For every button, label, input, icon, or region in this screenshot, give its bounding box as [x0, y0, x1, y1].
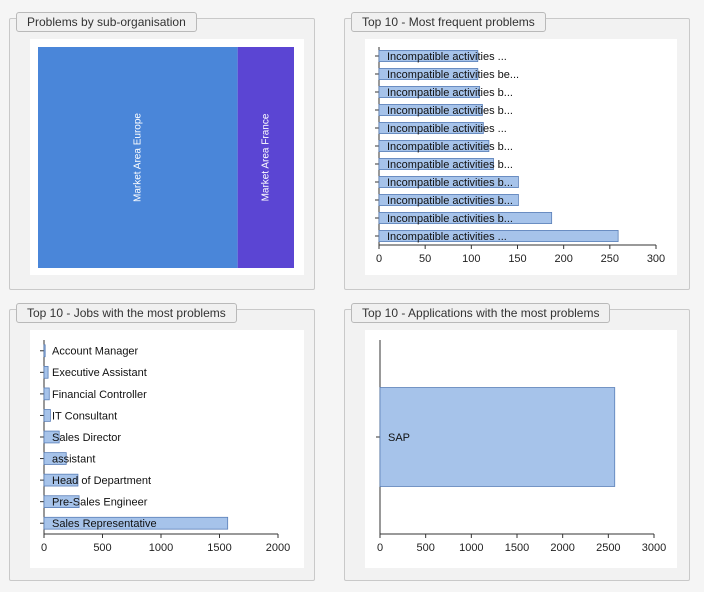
x-tick-label: 1000 [149, 542, 173, 554]
x-tick-label: 150 [508, 253, 526, 265]
bar [378, 158, 494, 170]
bar-label: Incompatible activities ... [387, 231, 507, 243]
bar [43, 430, 60, 444]
panel-title: Top 10 - Jobs with the most problems [16, 303, 237, 323]
bar-label: Incompatible activities be... [387, 69, 519, 81]
x-tick-label: 0 [41, 542, 47, 554]
bar-label: Incompatible activities ... [387, 123, 507, 135]
treemap-cell [237, 47, 294, 268]
bar [378, 86, 481, 98]
bar [378, 230, 619, 242]
x-tick-label: 500 [93, 542, 111, 554]
x-tick-label: 500 [416, 542, 434, 554]
x-tick-label: 250 [601, 253, 619, 265]
bar [43, 495, 80, 508]
bar-label: Financial Controller [52, 389, 147, 401]
treemap-chart: Market Area Europe Market Area France [38, 47, 294, 268]
bar [43, 344, 46, 358]
bar [43, 473, 79, 487]
bar [378, 50, 479, 62]
bar [43, 409, 51, 422]
bar-label: Account Manager [52, 346, 139, 358]
bar-label: Sales Representative [52, 518, 157, 530]
x-tick-label: 50 [419, 253, 431, 265]
bar-label: Head of Department [52, 475, 151, 487]
bar-label: Sales Director [52, 432, 121, 444]
bar [378, 104, 483, 116]
bar-label: Incompatible activities b... [387, 141, 513, 153]
jobs-plot: 0 500 1000 1500 2000 Sales Representative Pre-… [30, 330, 304, 568]
x-tick-label: 2500 [596, 542, 620, 554]
x-tick-label: 2000 [550, 542, 574, 554]
bar [378, 212, 553, 224]
treemap-cell-label: Market Area France [260, 113, 271, 201]
frequent-problems-plot: 0 50 100 150 200 250 300 Incompatible activitie… [365, 39, 677, 275]
bar-label: Incompatible activities ... [387, 51, 507, 63]
panel-most-frequent-problems: Top 10 - Most frequent problems 0 50 100 15… [344, 12, 690, 290]
panel-title: Top 10 - Most frequent problems [351, 12, 546, 32]
panel-title: Top 10 - Applications with the most prob… [351, 303, 611, 323]
bar-label: IT Consultant [52, 410, 117, 422]
bar [378, 122, 484, 134]
x-tick-label: 300 [647, 253, 665, 265]
frequent-problems-chart: 0 50 100 150 200 250 300 Incompatible activitie… [375, 47, 665, 265]
panel-problems-by-sub-organisation: Problems by sub-organisation Market Area… [9, 12, 315, 290]
treemap-plot: Market Area Europe Market Area France [30, 39, 304, 275]
panel-title: Problems by sub-organisation [16, 12, 197, 32]
bar-label: SAP [388, 432, 410, 444]
x-tick-label: 1500 [207, 542, 231, 554]
bar-label: Incompatible activities b... [387, 195, 513, 207]
x-tick-label: 100 [462, 253, 480, 265]
bar [43, 366, 49, 379]
bar [379, 387, 616, 487]
applications-chart: 0 500 1000 1500 2000 2500 3000 SAP [376, 340, 666, 554]
x-tick-label: 200 [554, 253, 572, 265]
bar-label: Incompatible activities b... [387, 87, 513, 99]
x-tick-label: 3000 [642, 542, 666, 554]
x-tick-label: 0 [376, 253, 382, 265]
bar [378, 68, 479, 80]
bar-label: Incompatible activities b... [387, 177, 513, 189]
bar [378, 194, 519, 206]
x-tick-label: 1500 [505, 542, 529, 554]
bar-label: Executive Assistant [52, 367, 147, 379]
bar [378, 176, 519, 188]
panel-jobs-with-most-problems: Top 10 - Jobs with the most problems 0 50… [9, 303, 315, 581]
jobs-chart: 0 500 1000 1500 2000 Sales Representative Pre-… [40, 340, 290, 554]
bar-label: Incompatible activities b... [387, 213, 513, 225]
bar-label: assistant [52, 453, 95, 465]
applications-plot: 0 500 1000 1500 2000 2500 3000 SAP [365, 330, 677, 568]
bar [43, 387, 50, 401]
x-tick-label: 0 [377, 542, 383, 554]
bar-label: Incompatible activities b... [387, 159, 513, 171]
bar [43, 452, 67, 465]
bar [378, 140, 490, 152]
treemap-cell-label: Market Area Europe [132, 113, 143, 202]
bar-label: Incompatible activities b... [387, 105, 513, 117]
bar-label: Pre-Sales Engineer [52, 497, 148, 509]
treemap-cell [38, 47, 238, 268]
panel-applications-with-most-problems: Top 10 - Applications with the most prob… [344, 303, 690, 581]
x-tick-label: 1000 [459, 542, 483, 554]
bar [43, 516, 229, 530]
x-tick-label: 2000 [266, 542, 290, 554]
